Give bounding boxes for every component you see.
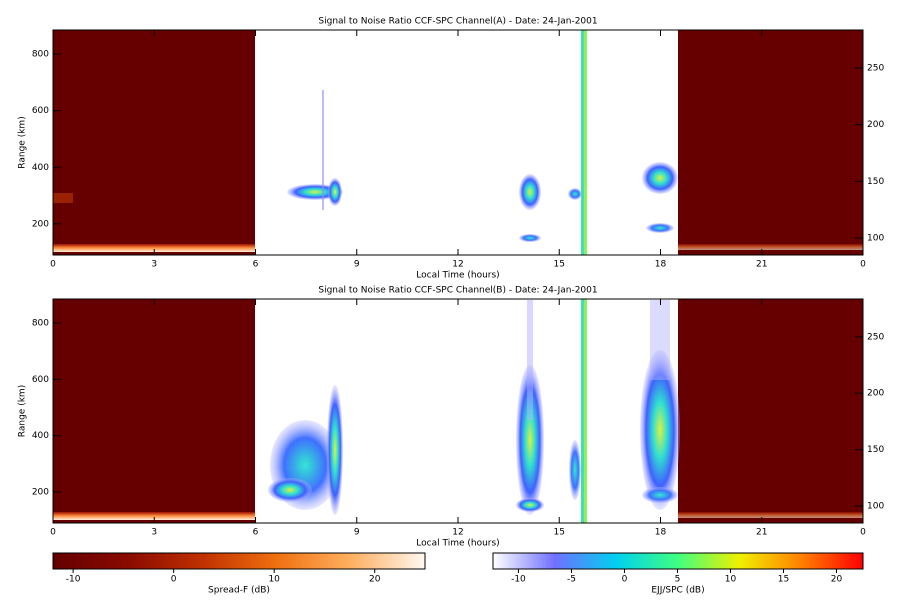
x-tick-label: 6 [253,260,259,270]
colorbar-tick-label: 20 [831,575,843,585]
colorbar [492,552,864,570]
x-axis-label: Local Time (hours) [416,271,499,281]
x-tick-label: 21 [756,260,767,270]
x-tick-label: 3 [151,528,157,538]
x-tick-label: 0 [860,528,866,538]
x-axis-label: Local Time (hours) [416,539,499,549]
y2-tick-label: 150 [867,177,884,187]
x-tick-label: 15 [554,260,565,270]
y-tick-label: 800 [32,318,49,328]
y-axis-label: Range (km) [18,116,28,168]
x-tick-label: 21 [756,528,767,538]
y2-tick-label: 100 [867,233,884,243]
x-tick-label: 9 [354,260,360,270]
x-tick-label: 18 [655,528,667,538]
y-axis-label: Range (km) [18,385,28,437]
colorbar-label: Spread-F (dB) [208,586,270,596]
x-tick-label: 12 [452,528,463,538]
colorbar-tick-label: 20 [369,575,381,585]
x-tick-label: 0 [50,260,56,270]
x-tick-label: 12 [452,260,463,270]
x-tick-label: 15 [554,528,565,538]
y-tick-label: 800 [32,50,49,60]
colorbar-tick-label: -10 [66,575,81,585]
colorbar-tick-label: -10 [511,575,526,585]
field-a [53,30,863,255]
x-tick-label: 18 [655,260,667,270]
colorbar-tick-label: 0 [171,575,177,585]
y2-tick-label: 250 [867,332,884,342]
y-tick-label: 200 [32,488,49,498]
y2-tick-label: 200 [867,389,884,399]
y-tick-label: 600 [32,106,49,116]
colorbar-tick-label: 0 [622,575,628,585]
x-tick-label: 0 [50,528,56,538]
x-tick-label: 0 [860,260,866,270]
y-tick-label: 600 [32,375,49,385]
colorbar-tick-label: 10 [725,575,737,585]
y2-tick-label: 200 [867,120,884,130]
colorbar-tick-label: -5 [567,575,576,585]
x-tick-label: 6 [253,528,259,538]
y-tick-label: 400 [32,431,49,441]
y-tick-label: 400 [32,163,49,173]
y2-tick-label: 150 [867,445,884,455]
chart-title: Signal to Noise Ratio CCF-SPC Channel(B)… [318,286,597,296]
colorbar-tick-label: 10 [268,575,280,585]
chart-title: Signal to Noise Ratio CCF-SPC Channel(A)… [318,17,597,27]
x-tick-label: 3 [151,260,157,270]
colorbar-tick-label: 5 [675,575,681,585]
y-tick-label: 200 [32,219,49,229]
y2-tick-label: 250 [867,63,884,73]
field-b [53,299,863,523]
x-tick-label: 9 [354,528,360,538]
colorbar [52,552,426,570]
y2-tick-label: 100 [867,502,884,512]
colorbar-tick-label: 15 [778,575,789,585]
colorbar-label: EJJ/SPC (dB) [651,586,704,596]
